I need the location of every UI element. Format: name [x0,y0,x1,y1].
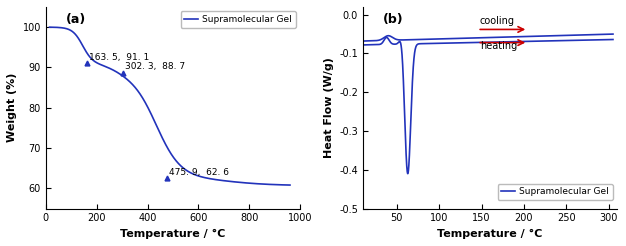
X-axis label: Temperature / °C: Temperature / °C [438,229,543,239]
Text: 302. 3,  88. 7: 302. 3, 88. 7 [125,62,185,71]
Text: 163. 5,  91. 1: 163. 5, 91. 1 [90,53,150,62]
X-axis label: Temperature / °C: Temperature / °C [120,229,225,239]
Y-axis label: Heat Flow (W/g): Heat Flow (W/g) [324,57,334,158]
Text: 475. 9,  62. 6: 475. 9, 62. 6 [169,168,229,177]
Text: cooling: cooling [480,16,515,26]
Text: (a): (a) [66,13,86,26]
Text: (b): (b) [383,13,404,26]
Legend: Supramolecular Gel: Supramolecular Gel [181,12,295,28]
Y-axis label: Weight (%): Weight (%) [7,73,17,142]
Text: heating: heating [480,41,517,51]
Legend: Supramolecular Gel: Supramolecular Gel [498,184,613,200]
